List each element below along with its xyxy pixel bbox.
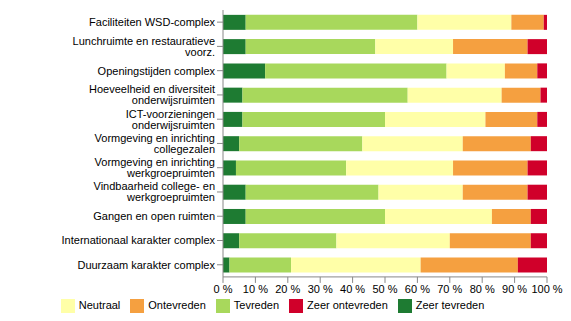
html-text:Zeer tevreden: Zeer tevreden: [415, 298, 485, 311]
svg-text:Internationaal karakter comple: Internationaal karakter complex: [62, 234, 216, 246]
html-text:Ontevreden: Ontevreden: [148, 298, 206, 311]
svg-text:Gangen en open ruimten: Gangen en open ruimten: [93, 210, 215, 222]
svg-text:20 %: 20 %: [275, 283, 300, 295]
svg-text:60 %: 60 %: [405, 283, 430, 295]
svg-text:Faciliteiten WSD-complex: Faciliteiten WSD-complex: [89, 16, 215, 28]
html-text:Tevreden: Tevreden: [233, 298, 280, 311]
svg-text:Hoeveelheid en diversiteitonde: Hoeveelheid en diversiteitonderwijsruimt…: [89, 83, 215, 106]
svg-text:Vormgeving en inrichtingcolleg: Vormgeving en inrichtingcollegezalen: [95, 132, 215, 155]
html-text:Zeer ontevreden: Zeer ontevreden: [307, 298, 388, 311]
svg-text:90 %: 90 %: [502, 283, 527, 295]
svg-text:40 %: 40 %: [340, 283, 365, 295]
svg-text:50 %: 50 %: [372, 283, 397, 295]
svg-text:Duurzaam karakter complex: Duurzaam karakter complex: [77, 259, 215, 271]
svg-text:30 %: 30 %: [308, 283, 333, 295]
svg-text:0 %: 0 %: [214, 283, 233, 295]
html-text:Neutraal: Neutraal: [78, 298, 121, 311]
svg-text:80 %: 80 %: [470, 283, 495, 295]
svg-text:ICT-voorzieningenonderwijsruim: ICT-voorzieningenonderwijsruimten: [126, 108, 215, 131]
svg-text:Openingstijden complex: Openingstijden complex: [98, 65, 216, 77]
svg-text:100 %: 100 %: [531, 283, 562, 295]
svg-text:70 %: 70 %: [437, 283, 462, 295]
svg-text:Vindbaarheid college- enwerkgr: Vindbaarheid college- enwerkgroepruimten: [94, 180, 216, 203]
svg-text:Vormgeving en inrichtingwerkgr: Vormgeving en inrichtingwerkgroepruimten: [95, 156, 215, 179]
svg-text:10 %: 10 %: [243, 283, 268, 295]
svg-text:Lunchruimte en restauratievevo: Lunchruimte en restauratievevoorz.: [73, 35, 215, 58]
